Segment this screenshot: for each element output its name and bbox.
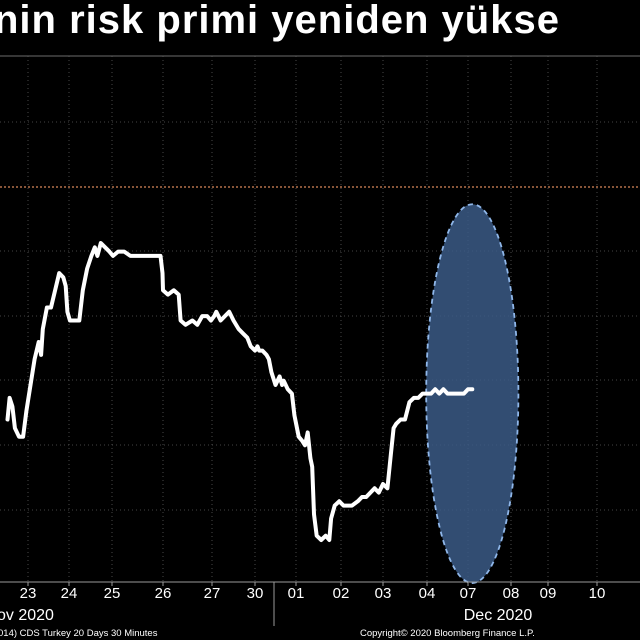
x-tick-label: 07: [460, 585, 477, 602]
x-tick-label: 03: [375, 585, 392, 602]
page-title: nin risk primi yeniden yükse: [0, 0, 560, 42]
x-axis-ticks: 23 24 25 26 27 30 01 02 03 04 07 08 09 10: [20, 582, 606, 602]
x-tick-label: 23: [20, 585, 37, 602]
month-label: ov 2020: [0, 607, 54, 624]
x-tick-label: 24: [61, 585, 78, 602]
x-tick-label: 25: [104, 585, 121, 602]
x-tick-label: 26: [155, 585, 172, 602]
x-tick-label: 27: [204, 585, 221, 602]
highlight-circle: [425, 203, 520, 584]
footer-copyright: Copyright© 2020 Bloomberg Finance L.P.: [360, 628, 535, 639]
x-tick-label: 09: [540, 585, 557, 602]
month-labels: ov 2020 Dec 2020: [0, 607, 532, 624]
month-label: Dec 2020: [464, 607, 533, 624]
x-tick-label: 08: [503, 585, 520, 602]
x-tick-label: 02: [333, 585, 350, 602]
x-tick-label: 30: [247, 585, 264, 602]
x-tick-label: 04: [419, 585, 436, 602]
x-tick-label: 01: [288, 585, 305, 602]
x-tick-label: 10: [589, 585, 606, 602]
cds-series-line: [5, 241, 475, 542]
footer-source: 014) CDS Turkey 20 Days 30 Minutes: [0, 628, 158, 639]
